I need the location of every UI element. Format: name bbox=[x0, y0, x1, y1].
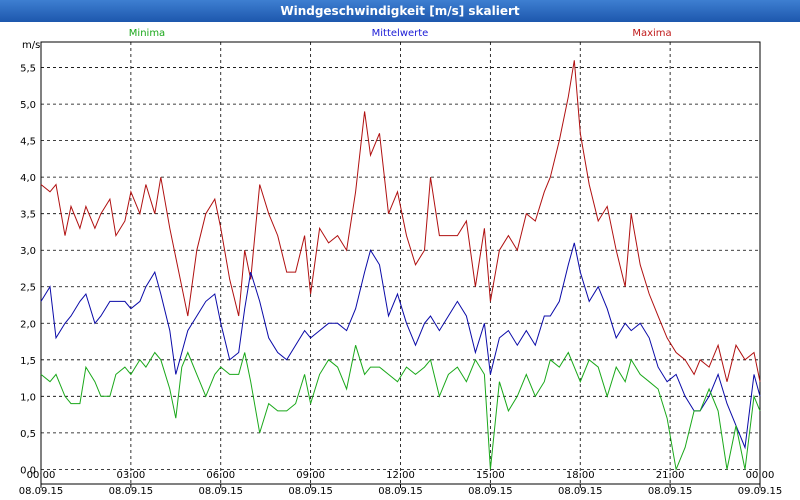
legend-entry-minima: Minima bbox=[129, 28, 165, 39]
wind-speed-chart: m/s 0,0 0,5 1,0 1,5 2,0 2,5 3,0 3,5 4,0 4,5 5,0 5,5… bbox=[19, 28, 783, 497]
series-line-maxima bbox=[40, 60, 761, 382]
x-tick-time: 03:00 bbox=[116, 470, 145, 481]
x-tick-time: 09:00 bbox=[296, 470, 325, 481]
series-line-mittelwerte bbox=[40, 242, 761, 450]
x-tick-time: 15:00 bbox=[476, 470, 505, 481]
x-tick-date: 08.09.15 bbox=[648, 486, 693, 497]
legend-entry-mittelwerte: Mittelwerte bbox=[372, 28, 429, 39]
legend-entry-maxima: Maxima bbox=[632, 28, 671, 39]
y-tick-label: 3,5 bbox=[20, 210, 36, 221]
x-tick-date: 08.09.15 bbox=[468, 486, 513, 497]
x-tick-date: 08.09.15 bbox=[198, 486, 243, 497]
x-tick-date: 08.09.15 bbox=[288, 486, 333, 497]
x-tick-labels: 00:00 08.09.15 03:00 08.09.15 06:00 08.09.15 0… bbox=[19, 470, 783, 497]
x-tick-date: 08.09.15 bbox=[109, 486, 154, 497]
series-line-minima bbox=[40, 345, 761, 472]
y-tick-label: 1,0 bbox=[20, 392, 36, 403]
x-tick-time: 18:00 bbox=[566, 470, 595, 481]
x-tick-date: 08.09.15 bbox=[19, 486, 64, 497]
x-tick-time: 12:00 bbox=[386, 470, 415, 481]
x-tick-time: 21:00 bbox=[656, 470, 685, 481]
legend: Minima Mittelwerte Maxima bbox=[129, 28, 672, 39]
y-tick-label: 2,0 bbox=[20, 319, 36, 330]
x-tick-time: 00:00 bbox=[27, 470, 56, 481]
x-tick-date: 08.09.15 bbox=[378, 486, 423, 497]
y-tick-label: 0,5 bbox=[20, 429, 36, 440]
y-tick-labels: 0,0 0,5 1,0 1,5 2,0 2,5 3,0 3,5 4,0 4,5 5,0 5,5 bbox=[20, 64, 36, 477]
x-tick-time: 06:00 bbox=[206, 470, 235, 481]
chart-title: Windgeschwindigkeit [m/s] skaliert bbox=[0, 0, 800, 22]
y-axis-unit-label: m/s bbox=[22, 40, 40, 51]
y-tick-label: 5,5 bbox=[20, 64, 36, 75]
y-tick-label: 4,0 bbox=[20, 173, 36, 184]
series-lines bbox=[40, 60, 761, 472]
y-tick-label: 1,5 bbox=[20, 356, 36, 367]
x-tick-date: 08.09.15 bbox=[558, 486, 603, 497]
y-tick-label: 2,5 bbox=[20, 283, 36, 294]
y-tick-label: 4,5 bbox=[20, 137, 36, 148]
y-tick-label: 5,0 bbox=[20, 100, 36, 111]
grid-lines bbox=[40, 42, 761, 488]
x-tick-time: 00:00 bbox=[746, 470, 775, 481]
x-tick-date: 09.09.15 bbox=[738, 486, 783, 497]
y-tick-label: 3,0 bbox=[20, 246, 36, 257]
y-tick-label: 0,0 bbox=[20, 465, 36, 476]
